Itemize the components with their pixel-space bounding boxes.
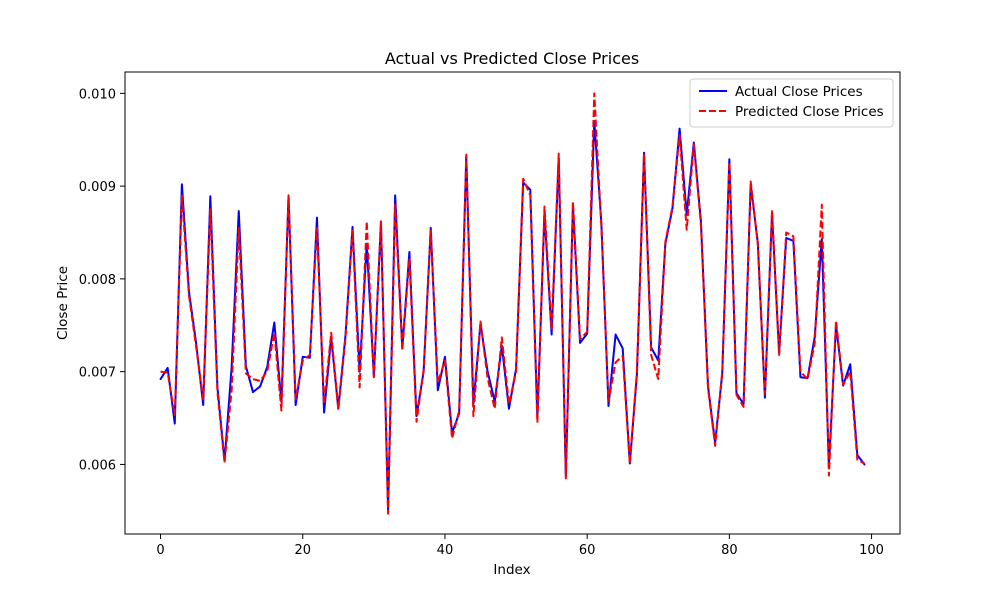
x-axis-label: Index [493, 562, 530, 578]
series-line-predicted [160, 92, 865, 515]
y-tick-label: 0.010 [79, 87, 116, 102]
legend: Actual Close Prices Predicted Close Pric… [689, 78, 894, 128]
y-axis-label: Close Price [55, 266, 71, 340]
x-tick-label: 100 [859, 543, 884, 558]
x-tick-label: 80 [721, 543, 738, 558]
legend-label-actual: Actual Close Prices [735, 84, 863, 100]
y-tick-label: 0.007 [79, 366, 116, 381]
x-tick-label: 60 [579, 543, 596, 558]
y-tick-label: 0.008 [79, 273, 116, 288]
x-tick-label: 20 [294, 543, 311, 558]
legend-box [689, 78, 894, 128]
series-layer [159, 92, 866, 515]
x-tick-label: 40 [437, 543, 454, 558]
plot-frame [124, 71, 901, 535]
y-axis: 0.006 0.007 0.008 0.009 0.010 [79, 87, 125, 473]
y-tick-label: 0.006 [79, 458, 116, 473]
y-tick-label: 0.009 [79, 180, 116, 195]
x-axis: 0 20 40 60 80 100 [156, 534, 884, 558]
legend-label-predicted: Predicted Close Prices [735, 104, 884, 120]
plot-area [124, 71, 901, 535]
chart-title: Actual vs Predicted Close Prices [385, 49, 639, 68]
x-tick-label: 0 [156, 543, 164, 558]
